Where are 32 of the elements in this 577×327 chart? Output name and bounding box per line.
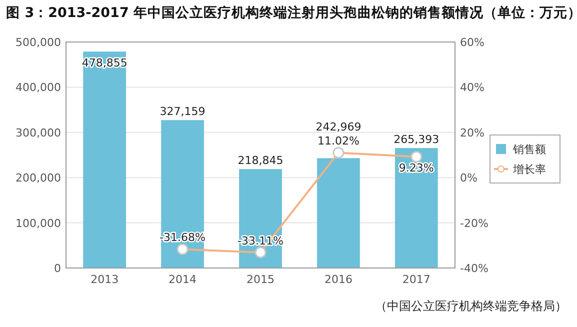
bar — [317, 158, 360, 268]
y2-tick-label: 60% — [460, 36, 484, 49]
y-tick-label: 200,000 — [16, 172, 61, 185]
bar — [394, 148, 438, 268]
bar — [239, 169, 282, 268]
data-label: 327,159 — [160, 105, 206, 118]
data-label: 218,845 — [238, 154, 284, 168]
data-label: 242,969 — [316, 120, 362, 134]
y2-tick-label: 20% — [460, 126, 484, 140]
data-label: 265,393 — [394, 133, 440, 146]
y-tick-label: 500,000 — [16, 36, 61, 49]
y-tick-label: 400,000 — [16, 81, 61, 94]
text: （中国公立医疗机构终端竞争格局） — [375, 299, 567, 313]
data-label: 9.23% — [398, 162, 434, 175]
bar — [161, 120, 204, 268]
x-tick-label: 2016 — [324, 273, 352, 286]
legend-label: 销售额 — [512, 143, 546, 156]
x-tick-label: 2014 — [168, 273, 197, 286]
x-tick-label: 2015 — [246, 273, 274, 286]
bar — [83, 52, 126, 268]
x-tick-label: 2013 — [90, 273, 119, 286]
y2-tick-label: -40% — [460, 262, 488, 275]
y-tick-label: 100,000 — [16, 216, 61, 230]
y2-tick-label: 0% — [460, 172, 478, 185]
legend-label: 增长率 — [512, 163, 546, 176]
chart-title: 图 3：2013-2017 年中国公立医疗机构终端注射用头孢曲松钠的销售额情况（单位：万元） — [6, 4, 577, 21]
y-tick-label: 0 — [54, 262, 61, 275]
y2-tick-label: -20% — [460, 216, 488, 230]
y2-tick-label: 40% — [460, 81, 484, 94]
x-tick-label: 2017 — [402, 273, 430, 286]
y-tick-label: 300,000 — [16, 126, 61, 140]
data-label: 11.02% — [317, 134, 360, 148]
